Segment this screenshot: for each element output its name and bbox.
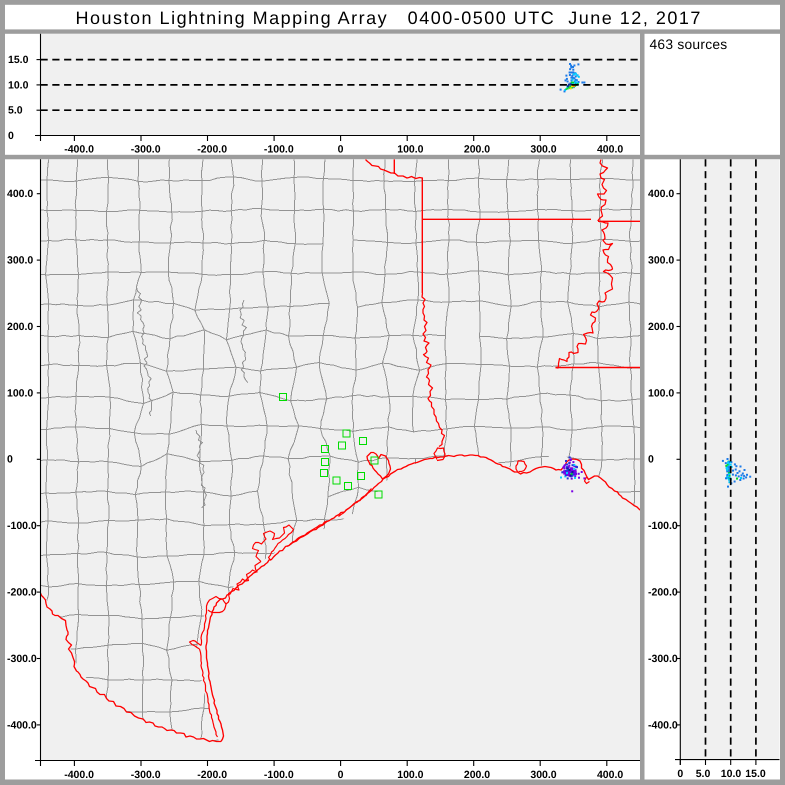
svg-text:-400.0: -400.0 <box>648 719 678 731</box>
svg-text:15.0: 15.0 <box>8 54 29 66</box>
svg-text:-100.0: -100.0 <box>648 520 678 532</box>
svg-text:0: 0 <box>8 130 14 142</box>
svg-text:-200.0: -200.0 <box>7 587 37 599</box>
svg-text:300.0: 300.0 <box>648 255 674 267</box>
svg-text:0: 0 <box>338 144 344 156</box>
svg-text:463 sources: 463 sources <box>650 37 728 52</box>
svg-text:10.0: 10.0 <box>721 768 742 780</box>
svg-text:200.0: 200.0 <box>7 321 33 333</box>
svg-text:200.0: 200.0 <box>464 144 490 156</box>
svg-text:400.0: 400.0 <box>597 769 623 781</box>
svg-text:5.0: 5.0 <box>696 768 711 780</box>
svg-text:-100.0: -100.0 <box>264 144 294 156</box>
svg-text:400.0: 400.0 <box>597 144 623 156</box>
svg-text:200.0: 200.0 <box>648 321 674 333</box>
svg-text:-200.0: -200.0 <box>648 587 678 599</box>
svg-text:0: 0 <box>677 768 683 780</box>
svg-text:100.0: 100.0 <box>648 387 674 399</box>
svg-text:100.0: 100.0 <box>7 387 33 399</box>
svg-text:10.0: 10.0 <box>8 79 29 91</box>
svg-text:0: 0 <box>7 454 13 466</box>
svg-text:-400.0: -400.0 <box>64 769 94 781</box>
svg-text:-300.0: -300.0 <box>7 653 37 665</box>
svg-text:400.0: 400.0 <box>648 188 674 200</box>
svg-text:5.0: 5.0 <box>8 105 23 117</box>
svg-text:-300.0: -300.0 <box>648 653 678 665</box>
svg-text:100.0: 100.0 <box>397 144 423 156</box>
svg-text:300.0: 300.0 <box>7 255 33 267</box>
svg-text:100.0: 100.0 <box>397 769 423 781</box>
svg-text:300.0: 300.0 <box>530 769 556 781</box>
svg-text:-400.0: -400.0 <box>64 144 94 156</box>
svg-text:200.0: 200.0 <box>464 769 490 781</box>
svg-text:-300.0: -300.0 <box>131 144 161 156</box>
svg-text:-400.0: -400.0 <box>7 719 37 731</box>
svg-text:15.0: 15.0 <box>745 768 766 780</box>
svg-text:-200.0: -200.0 <box>197 144 227 156</box>
svg-text:400.0: 400.0 <box>7 188 33 200</box>
svg-text:300.0: 300.0 <box>530 144 556 156</box>
svg-text:0: 0 <box>648 454 654 466</box>
svg-text:-200.0: -200.0 <box>197 769 227 781</box>
svg-text:-100.0: -100.0 <box>264 769 294 781</box>
svg-text:-100.0: -100.0 <box>7 520 37 532</box>
svg-text:-300.0: -300.0 <box>131 769 161 781</box>
svg-text:0: 0 <box>338 769 344 781</box>
svg-text:Houston Lightning Mapping Arra: Houston Lightning Mapping Array 0400-050… <box>76 8 702 28</box>
